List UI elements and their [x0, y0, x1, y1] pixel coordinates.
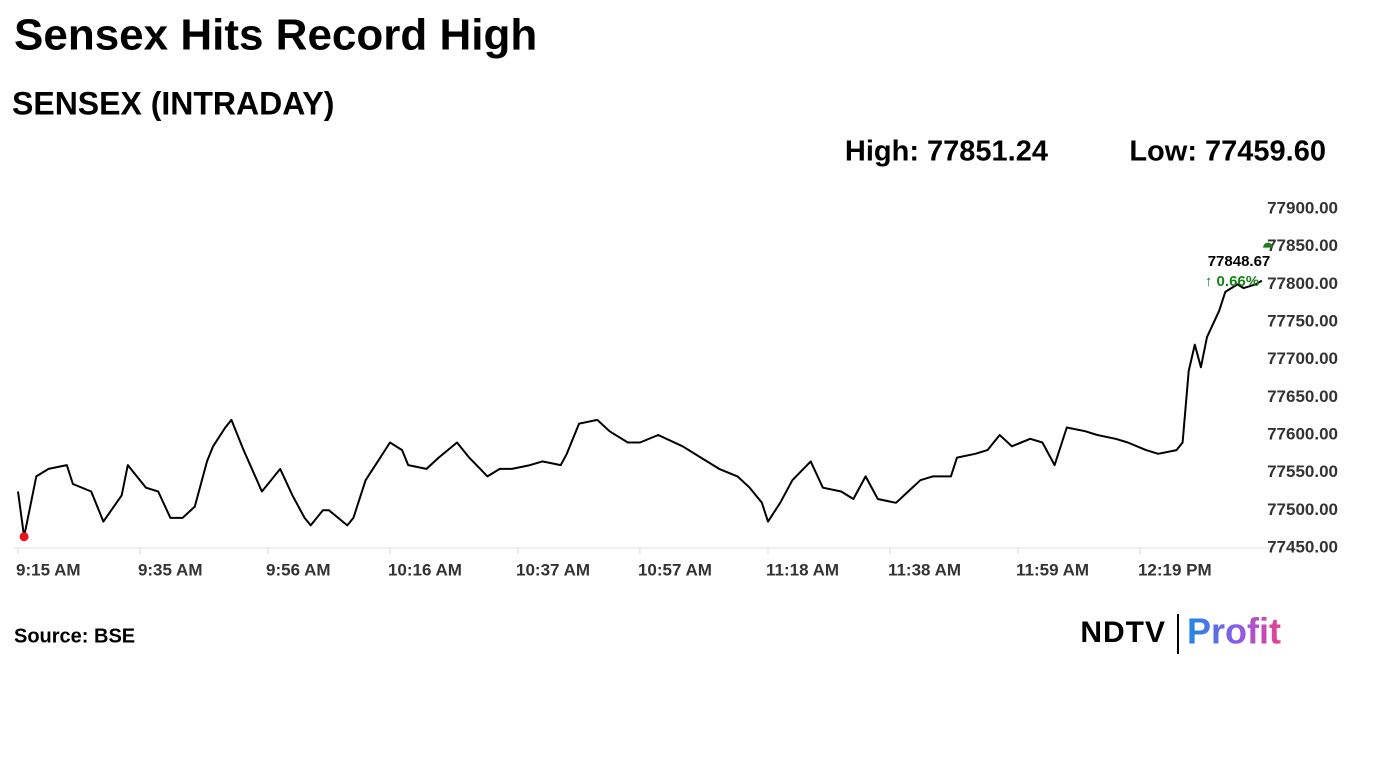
last-marker — [1263, 242, 1273, 248]
x-tick-label: 10:16 AM — [388, 560, 462, 579]
x-tick-label: 11:59 AM — [1016, 560, 1089, 579]
y-tick-label: 77550.00 — [1267, 462, 1338, 481]
low-stat: Low: 77459.60 — [1129, 136, 1326, 168]
x-tick-label: 10:57 AM — [638, 560, 712, 579]
y-tick-label: 77800.00 — [1267, 274, 1338, 293]
x-tick-label: 9:35 AM — [138, 560, 203, 579]
y-tick-label: 77500.00 — [1267, 500, 1338, 519]
x-tick-label: 11:18 AM — [766, 560, 839, 579]
source: Source: BSE — [14, 625, 135, 647]
y-tick-label: 77650.00 — [1267, 387, 1338, 406]
logo-brand: NDTV — [1080, 616, 1166, 649]
y-tick-label: 77850.00 — [1267, 236, 1338, 255]
chart-subtitle: SENSEX (INTRADAY) — [12, 85, 334, 121]
chart-title: Sensex Hits Record High — [14, 11, 537, 60]
change-label: ↑ 0.66% — [1205, 273, 1259, 290]
x-tick-label: 11:38 AM — [888, 560, 961, 579]
x-tick-label: 12:19 PM — [1138, 560, 1212, 579]
y-tick-label: 77750.00 — [1267, 311, 1338, 330]
high-stat: High: 77851.24 — [845, 136, 1048, 168]
x-tick-label: 10:37 AM — [516, 560, 590, 579]
low-marker — [19, 532, 29, 542]
price-line — [17, 279, 1263, 538]
y-tick-label: 77450.00 — [1267, 537, 1338, 556]
x-tick-label: 9:15 AM — [16, 560, 81, 579]
x-tick-label: 9:56 AM — [266, 560, 331, 579]
logo-product: Profit — [1187, 611, 1281, 652]
y-tick-label: 77600.00 — [1267, 424, 1338, 443]
last-value-label: 77848.67 — [1208, 253, 1271, 270]
y-tick-label: 77900.00 — [1267, 198, 1338, 217]
y-tick-label: 77700.00 — [1267, 349, 1338, 368]
